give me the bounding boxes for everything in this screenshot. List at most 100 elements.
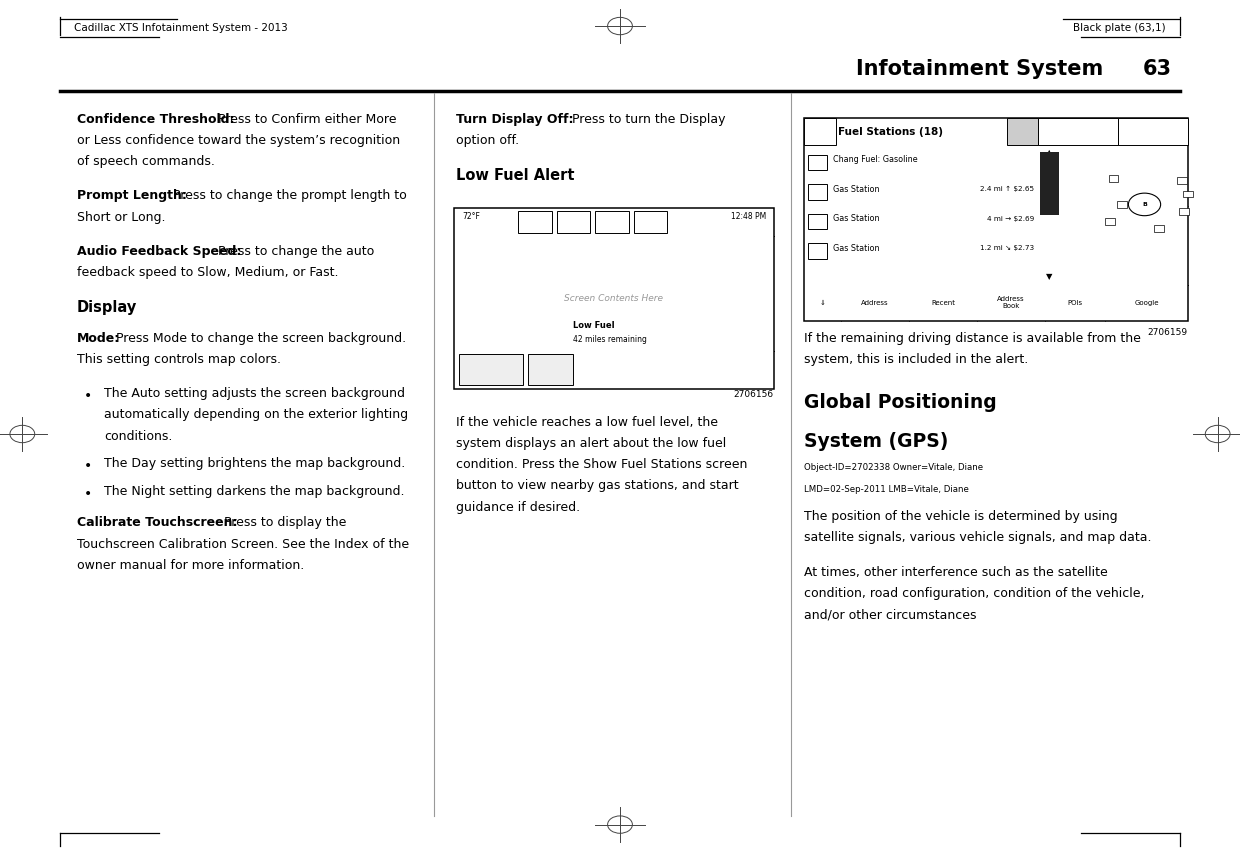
FancyBboxPatch shape [804,118,836,145]
Text: or Less confidence toward the system’s recognition: or Less confidence toward the system’s r… [77,134,401,147]
Text: 1.2 mi ↘ $2.73: 1.2 mi ↘ $2.73 [980,246,1034,251]
Text: Gas Station: Gas Station [833,244,880,253]
Text: Infotainment System: Infotainment System [857,59,1104,80]
Text: Gas Station: Gas Station [833,185,880,194]
Text: •: • [84,487,93,501]
Text: This setting controls map colors.: This setting controls map colors. [77,353,281,366]
Text: The Auto setting adjusts the screen background: The Auto setting adjusts the screen back… [104,387,405,400]
Text: Turn Display Off:: Turn Display Off: [456,113,574,126]
Text: automatically depending on the exterior lighting: automatically depending on the exterior … [104,409,408,422]
Text: ♪: ♪ [532,217,538,226]
Text: 63: 63 [1143,59,1172,80]
Text: Press to Confirm either More: Press to Confirm either More [210,113,397,126]
Text: Low Fuel Alert: Low Fuel Alert [456,168,575,183]
FancyBboxPatch shape [808,155,827,170]
Text: Low Fuel: Low Fuel [573,321,615,330]
FancyBboxPatch shape [804,118,1188,321]
Text: 42 miles remaining: 42 miles remaining [573,335,647,344]
Text: LMD=02-Sep-2011 LMB=Vitale, Diane: LMD=02-Sep-2011 LMB=Vitale, Diane [804,484,968,494]
FancyBboxPatch shape [1177,177,1187,184]
Text: 2.4 mi ↑ $2.65: 2.4 mi ↑ $2.65 [980,186,1034,193]
Text: system displays an alert about the low fuel: system displays an alert about the low f… [456,437,727,450]
Text: 12:48 PM: 12:48 PM [732,212,766,220]
Text: Object-ID=2702338 Owner=Vitale, Diane: Object-ID=2702338 Owner=Vitale, Diane [804,464,982,472]
Text: option off.: option off. [456,134,520,147]
Text: Press to change the auto: Press to change the auto [210,245,374,258]
FancyBboxPatch shape [459,354,523,385]
Text: condition. Press the Show Fuel Stations screen: condition. Press the Show Fuel Stations … [456,458,748,471]
Text: •: • [84,389,93,403]
Text: ✈: ✈ [646,217,655,226]
FancyBboxPatch shape [1007,118,1038,145]
Text: The Night setting darkens the map background.: The Night setting darkens the map backgr… [104,485,404,498]
Text: system, this is included in the alert.: system, this is included in the alert. [804,352,1028,365]
FancyBboxPatch shape [1040,152,1059,215]
Text: Display: Display [77,300,138,315]
Text: POIs: POIs [1068,300,1083,306]
Text: satellite signals, various vehicle signals, and map data.: satellite signals, various vehicle signa… [804,531,1151,544]
Text: Sort: Sort [1014,127,1030,136]
FancyBboxPatch shape [454,208,774,389]
FancyBboxPatch shape [808,184,827,200]
Text: Location: Location [1064,134,1092,140]
Text: MAP: MAP [1143,127,1163,136]
Text: of speech commands.: of speech commands. [77,155,215,168]
Text: Black plate (63,1): Black plate (63,1) [1073,23,1166,33]
Text: ☎: ☎ [606,217,618,226]
FancyBboxPatch shape [518,211,552,233]
Text: Press to turn the Display: Press to turn the Display [564,113,725,126]
Text: 72°F: 72°F [463,212,480,220]
FancyBboxPatch shape [1117,201,1127,208]
FancyBboxPatch shape [808,243,827,259]
Text: condition, road configuration, condition of the vehicle,: condition, road configuration, condition… [804,587,1145,600]
FancyBboxPatch shape [1154,226,1164,233]
Text: ▲: ▲ [1047,148,1053,157]
Text: Fuel Stations (18): Fuel Stations (18) [838,127,944,136]
Text: Screen Contents Here: Screen Contents Here [564,294,663,303]
Text: The position of the vehicle is determined by using: The position of the vehicle is determine… [804,510,1117,523]
Text: Address
Book: Address Book [997,297,1025,309]
Text: System (GPS): System (GPS) [804,431,947,450]
Text: The Day setting brightens the map background.: The Day setting brightens the map backgr… [104,457,405,470]
Text: owner manual for more information.: owner manual for more information. [77,559,304,572]
Text: Audio Feedback Speed:: Audio Feedback Speed: [77,245,242,258]
Text: Global Positioning: Global Positioning [804,393,996,412]
Text: Address: Address [861,300,889,306]
Text: Press to change the prompt length to: Press to change the prompt length to [165,189,407,202]
Text: Prompt Length:: Prompt Length: [77,189,187,202]
Text: Cadillac XTS Infotainment System - 2013: Cadillac XTS Infotainment System - 2013 [74,23,288,33]
FancyBboxPatch shape [1038,118,1118,145]
Text: Press to display the: Press to display the [216,516,346,529]
Text: Touchscreen Calibration Screen. See the Index of the: Touchscreen Calibration Screen. See the … [77,538,409,550]
Text: Google: Google [1135,300,1158,306]
Text: Press Mode to change the screen background.: Press Mode to change the screen backgrou… [109,332,407,345]
Text: ⓘ: ⓘ [570,217,577,226]
Text: 2706159: 2706159 [1148,328,1188,337]
Text: ⇓: ⇓ [820,300,825,306]
Text: Chang Fuel: Gasoline: Chang Fuel: Gasoline [833,155,918,164]
Text: Mode:: Mode: [77,332,120,345]
Text: If the remaining driving distance is available from the: If the remaining driving distance is ava… [804,332,1141,345]
FancyBboxPatch shape [528,354,573,385]
Text: B: B [1142,202,1147,207]
Text: If the vehicle reaches a low fuel level, the: If the vehicle reaches a low fuel level,… [456,416,718,429]
Text: ▼: ▼ [1047,273,1053,281]
Text: 2706156: 2706156 [734,390,774,398]
Text: and/or other circumstances: and/or other circumstances [804,608,976,621]
Text: Recent: Recent [931,300,955,306]
FancyBboxPatch shape [595,211,629,233]
Text: guidance if desired.: guidance if desired. [456,501,580,514]
Text: Calibrate Touchscreen:: Calibrate Touchscreen: [77,516,237,529]
FancyBboxPatch shape [1109,175,1118,182]
Text: Confidence Threshold:: Confidence Threshold: [77,113,234,126]
Text: Fuel Stations: Fuel Stations [474,373,508,378]
FancyBboxPatch shape [808,214,827,229]
FancyBboxPatch shape [1183,191,1193,198]
Text: conditions.: conditions. [104,430,172,443]
Text: Gas Station: Gas Station [833,214,880,223]
Text: ⇐: ⇐ [816,127,823,136]
FancyBboxPatch shape [557,211,590,233]
FancyBboxPatch shape [1179,208,1189,215]
Text: Short or Long.: Short or Long. [77,211,165,224]
Text: feedback speed to Slow, Medium, or Fast.: feedback speed to Slow, Medium, or Fast. [77,266,339,279]
